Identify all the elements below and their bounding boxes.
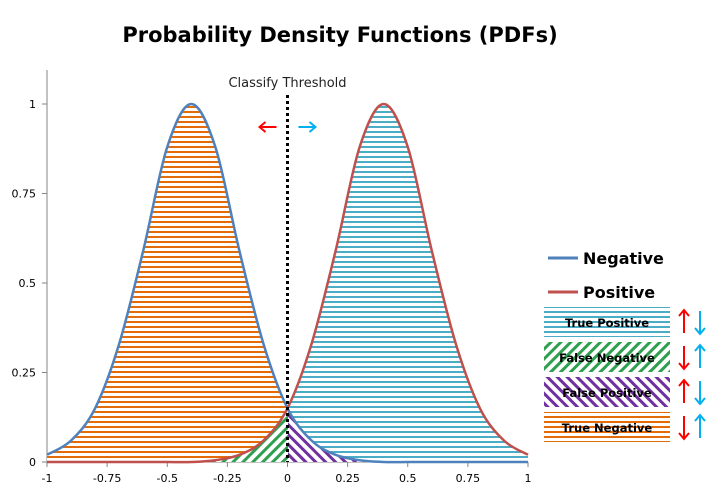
threshold-right-arrow-head <box>308 121 318 133</box>
blue-arrow-up-head <box>694 413 706 422</box>
region-swatch <box>544 307 670 337</box>
pdf-curves <box>46 102 529 464</box>
blue-arrow-up-head <box>694 343 706 352</box>
x-tick-label: -1 <box>42 472 53 485</box>
legend: Negative Positive <box>548 249 664 302</box>
y-tick-label: 0.25 <box>12 367 37 380</box>
region-label: False Positive <box>562 386 652 400</box>
positive-curve <box>47 102 529 464</box>
y-tick-label: 0 <box>29 456 36 469</box>
plot-areas <box>47 104 528 463</box>
blue-arrow-down-head <box>694 327 706 336</box>
red-arrow-up-head <box>678 378 690 387</box>
region-legend: True Positive False Negative False Positiv… <box>544 307 706 442</box>
region-label: True Negative <box>562 421 653 435</box>
region-swatch <box>544 342 670 372</box>
y-tick-label: 0.5 <box>19 277 37 290</box>
x-tick-label: -0.75 <box>93 472 121 485</box>
region-label: True Positive <box>565 316 649 330</box>
region-swatch <box>544 412 670 442</box>
negative-curve <box>46 102 528 464</box>
false-negative-area <box>47 407 288 463</box>
red-arrow-down-head <box>678 432 690 441</box>
x-tick-label: 0.25 <box>335 472 360 485</box>
x-tick-label: 1 <box>525 472 532 485</box>
x-tick-label: 0.75 <box>456 472 481 485</box>
true-negative-area <box>47 104 288 462</box>
region-legend-item: True Negative <box>544 412 706 442</box>
x-tick-label: -0.5 <box>157 472 178 485</box>
region-legend-item: False Negative <box>544 342 706 372</box>
y-tick-label: 0.75 <box>12 188 37 201</box>
threshold-label: Classify Threshold <box>228 76 346 91</box>
threshold-left-arrow-head <box>257 121 267 133</box>
x-tick-label: 0 <box>284 472 291 485</box>
threshold-marker: Classify Threshold <box>228 76 347 462</box>
true-positive-area <box>288 104 528 462</box>
x-tick-label: -0.25 <box>213 472 241 485</box>
x-tick-label: 0.5 <box>399 472 417 485</box>
red-arrow-down-head <box>678 362 690 371</box>
chart-title: Probability Density Functions (PDFs) <box>122 23 557 47</box>
blue-arrow-down-head <box>694 397 706 406</box>
axes: -1 -0.75 -0.5 -0.25 0 0.25 0.5 0.75 1 0 0.25 0.5 0.7… <box>12 70 532 485</box>
region-legend-item: True Positive <box>544 307 706 337</box>
legend-label-positive: Positive <box>583 283 655 302</box>
legend-label-negative: Negative <box>583 249 664 268</box>
y-tick-label: 1 <box>29 98 36 111</box>
region-label: False Negative <box>559 351 655 365</box>
false-positive-area <box>288 409 528 463</box>
red-arrow-up-head <box>678 308 690 317</box>
region-legend-item: False Positive <box>544 377 706 407</box>
region-swatch <box>544 377 670 407</box>
